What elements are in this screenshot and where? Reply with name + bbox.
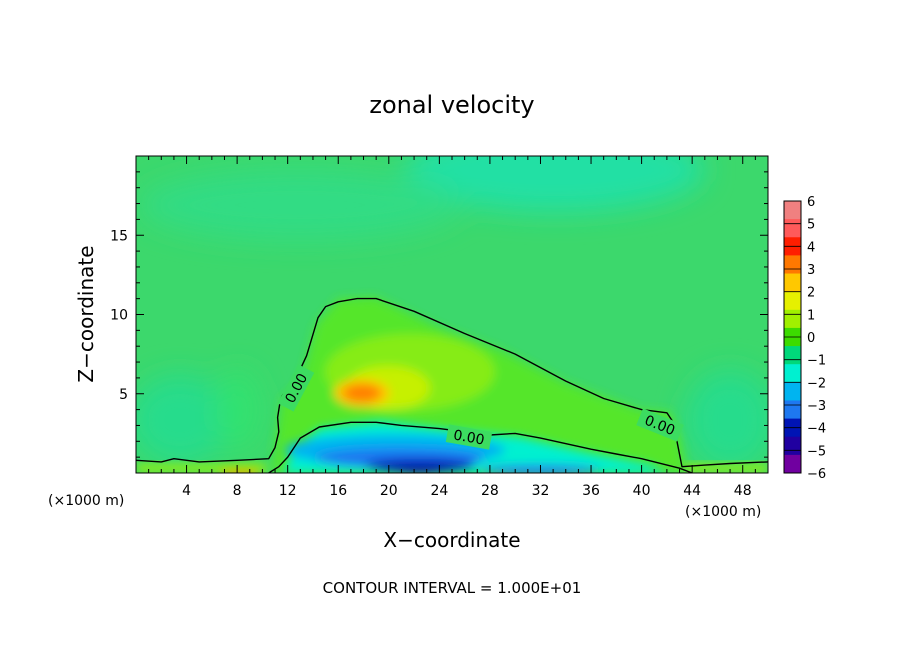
colorbar-swatch (784, 436, 801, 456)
colorbar-label: −5 (807, 444, 826, 459)
colorbar: 6 5 4 3 2 1 0 −1 −2 −3 −4 −5 −6 (783, 195, 826, 482)
x-tick-label: 20 (380, 483, 398, 499)
colorbar-swatch (784, 382, 801, 401)
x-tick-label: 48 (734, 483, 752, 499)
colorbar-swatch (784, 454, 801, 474)
colorbar-swatch (784, 364, 801, 383)
colorbar-label: 2 (807, 286, 815, 301)
contour-line-1 (268, 421, 693, 473)
lower-right-teal-region (685, 370, 768, 470)
x-tick-label: 24 (430, 483, 448, 499)
x-tick-label: 8 (233, 483, 242, 499)
colorbar-swatch (784, 309, 801, 329)
chart-title: zonal velocity (369, 91, 534, 119)
x-tick-label: 40 (633, 483, 651, 499)
colorbar-swatch (784, 255, 801, 275)
negative-dark-blue-core (365, 459, 475, 473)
x-axis-ticks: 4 8 12 16 20 24 28 32 36 40 44 48 (148, 156, 756, 499)
y-axis-ticks: 5 10 15 (110, 171, 768, 458)
x-tick-label: 32 (532, 483, 550, 499)
x-tick-label: 12 (279, 483, 297, 499)
x-tick-label: 44 (683, 483, 701, 499)
colorbar-label: −3 (807, 399, 826, 414)
colorbar-label: −6 (807, 467, 826, 482)
colorbar-swatch (784, 291, 801, 311)
contour-lines (136, 297, 768, 473)
x-axis-title: X−coordinate (383, 528, 520, 552)
colorbar-label: 6 (807, 195, 815, 210)
colorbar-swatch (784, 201, 801, 220)
colorbar-label: 4 (807, 240, 815, 255)
x-tick-label: 28 (481, 483, 499, 499)
left-green-band (216, 370, 260, 450)
colorbar-swatch (784, 400, 801, 420)
colorbar-swatch (784, 273, 801, 293)
positive-orange-core (343, 384, 381, 402)
y-tick-label: 5 (119, 387, 128, 403)
contour-label-lower: 0.00 (445, 424, 493, 450)
upper-cyan-region (405, 156, 705, 212)
x-tick-label: 16 (329, 483, 347, 499)
colorbar-swatch (784, 346, 801, 365)
y-tick-label: 10 (110, 308, 128, 324)
surface-yellow-green-strip-right (685, 463, 768, 473)
x-unit-label-right: (×1000 m) (685, 504, 761, 520)
colorbar-label: −4 (807, 422, 826, 437)
x-unit-label-left: (×1000 m) (48, 493, 124, 509)
colorbar-label: 3 (807, 263, 815, 278)
y-axis-title: Z−coordinate (74, 245, 98, 382)
contour-label-text: 0.00 (452, 427, 485, 448)
colorbar-label: 5 (807, 218, 815, 233)
contour-interval-note: CONTOUR INTERVAL = 1.000E+01 (323, 579, 582, 597)
colorbar-swatch (784, 219, 801, 238)
surface-yellow-green-strip (136, 463, 266, 473)
colorbar-label: 0 (807, 331, 815, 346)
upper-green-region (140, 170, 460, 240)
colorbar-label: −2 (807, 376, 826, 391)
color-field (136, 156, 768, 470)
colorbar-label: −1 (807, 354, 826, 369)
x-tick-label: 4 (182, 483, 191, 499)
contour-line-0 (136, 297, 768, 468)
plot-area (136, 156, 768, 473)
y-tick-label: 15 (110, 228, 128, 244)
lower-left-teal-region (136, 375, 230, 465)
x-tick-label: 36 (582, 483, 600, 499)
colorbar-label: 1 (807, 308, 815, 323)
